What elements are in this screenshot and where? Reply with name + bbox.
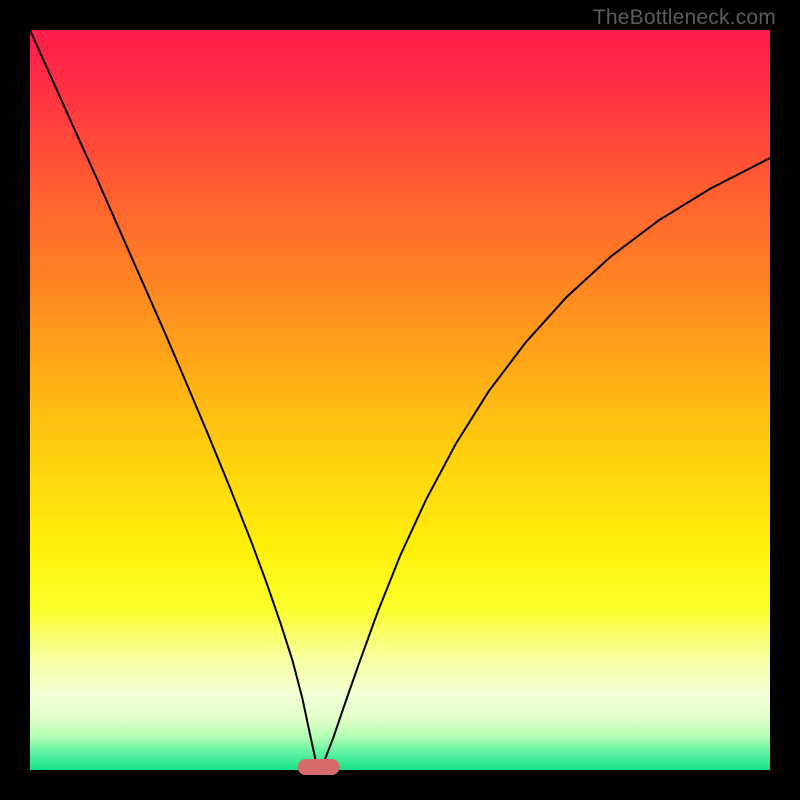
plot-background xyxy=(30,30,770,770)
bottleneck-chart xyxy=(0,0,800,800)
optimum-marker xyxy=(298,759,340,775)
chart-root: { "watermark": { "text": "TheBottleneck.… xyxy=(0,0,800,800)
watermark-text: TheBottleneck.com xyxy=(593,6,776,30)
